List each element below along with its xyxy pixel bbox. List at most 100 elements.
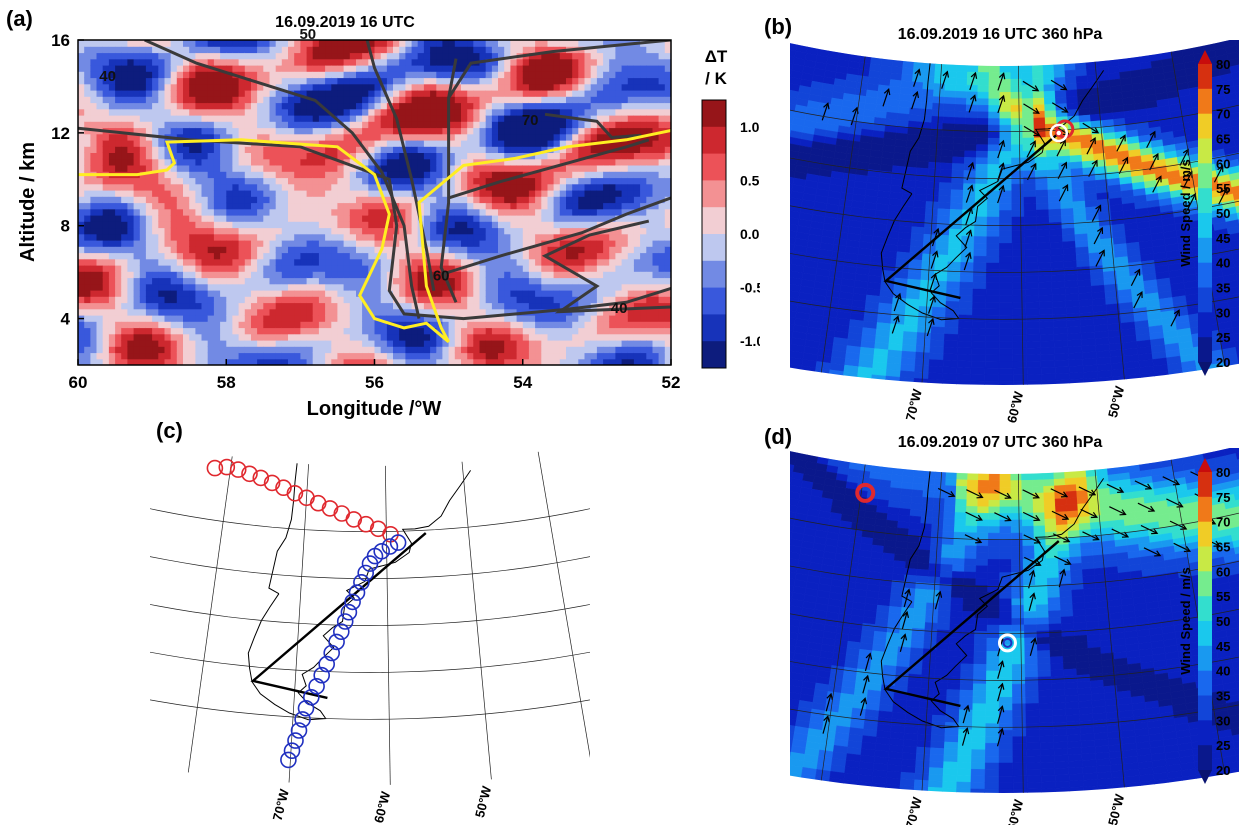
dt-cell — [522, 96, 530, 104]
dt-cell — [201, 183, 209, 191]
dt-cell — [244, 146, 252, 153]
dt-cell — [448, 202, 456, 210]
dt-cell — [183, 77, 190, 85]
dt-cell — [633, 71, 641, 79]
dt-cell — [541, 333, 549, 341]
dt-cell — [572, 315, 579, 322]
dt-cell — [411, 240, 419, 247]
dt-cell — [652, 96, 660, 104]
dt-cell — [386, 340, 394, 347]
dt-cell — [176, 215, 184, 222]
dt-cell — [207, 233, 215, 241]
dt-cell — [584, 40, 592, 47]
dt-cell — [349, 233, 357, 241]
dt-cell — [423, 333, 431, 341]
dt-cell — [337, 40, 345, 47]
dt-cell — [535, 283, 542, 291]
dt-cell — [281, 165, 289, 172]
dt-cell — [405, 52, 413, 60]
dt-cell — [269, 177, 277, 185]
dt-cell — [78, 196, 85, 204]
dt-cell — [461, 352, 468, 360]
dt-cell — [547, 258, 555, 266]
dt-cell — [541, 146, 549, 153]
dt-cell — [368, 240, 376, 247]
dt-cell — [176, 271, 184, 279]
dt-cell — [263, 258, 271, 266]
dt-cell — [454, 65, 462, 72]
dt-cell — [393, 158, 400, 166]
dt-cell — [226, 208, 234, 216]
dt-cell — [331, 258, 339, 266]
dt-cell — [417, 52, 425, 60]
dt-cell — [189, 315, 196, 322]
dt-cell — [108, 358, 116, 365]
dt-cell — [646, 290, 654, 297]
dt-cell — [90, 302, 98, 310]
dt-cell — [158, 165, 166, 172]
dt-cell — [176, 46, 184, 54]
dt-cell — [491, 215, 499, 222]
dt-cell — [312, 190, 320, 197]
dt-cell — [356, 71, 363, 79]
dt-cell — [498, 127, 505, 135]
dt-cell — [411, 283, 419, 291]
dt-cell — [189, 277, 196, 285]
dt-cell — [603, 96, 610, 104]
dt-cell — [566, 315, 573, 322]
dt-cell — [127, 346, 135, 354]
dt-cell — [528, 140, 536, 147]
dt-cell — [578, 152, 586, 160]
dt-cell — [584, 183, 592, 191]
dt-cell — [652, 265, 660, 272]
dt-cell — [90, 308, 98, 316]
dt-cell — [430, 177, 437, 185]
dt-cell — [646, 96, 654, 104]
dt-cell — [201, 258, 209, 266]
dt-cell — [473, 271, 481, 279]
dt-cell — [207, 252, 215, 260]
dt-cell — [325, 208, 332, 216]
dt-cell — [195, 65, 203, 72]
dt-cell — [528, 102, 536, 110]
dt-cell — [288, 277, 295, 285]
dt-cell — [362, 158, 369, 166]
dt-cell — [176, 71, 184, 79]
dt-cell — [213, 71, 221, 79]
dt-cell — [578, 308, 586, 316]
dt-cell — [461, 121, 468, 129]
dt-cell — [633, 158, 641, 166]
dt-cell — [325, 171, 332, 179]
dt-cell — [652, 183, 660, 191]
dt-cell — [251, 183, 258, 191]
dt-cell — [374, 240, 382, 247]
dt-cell — [121, 52, 128, 60]
dt-cell — [652, 346, 660, 354]
dt-cell — [541, 290, 549, 297]
dt-cell — [547, 215, 555, 222]
dt-cell — [393, 346, 400, 354]
dt-cell — [516, 183, 524, 191]
dt-cell — [244, 177, 252, 185]
dt-cell — [461, 83, 468, 91]
dt-cell — [127, 208, 135, 216]
dt-cell — [405, 77, 413, 85]
dt-cell — [133, 221, 141, 229]
dt-cell — [553, 202, 561, 210]
dt-cell — [461, 127, 468, 135]
dt-cell — [201, 115, 209, 122]
dt-cell — [362, 115, 369, 122]
dt-cell — [145, 46, 153, 54]
dt-cell — [189, 102, 196, 110]
dt-cell — [380, 208, 388, 216]
dt-cell — [294, 302, 301, 310]
dt-cell — [603, 277, 610, 285]
dt-cell — [553, 40, 561, 47]
dt-cell — [510, 102, 518, 110]
dt-cell — [78, 52, 85, 60]
dt-cell — [596, 133, 604, 141]
dt-cell — [90, 246, 98, 254]
dt-cell — [652, 252, 660, 260]
dt-cell — [356, 133, 363, 141]
dt-cell — [207, 58, 215, 66]
